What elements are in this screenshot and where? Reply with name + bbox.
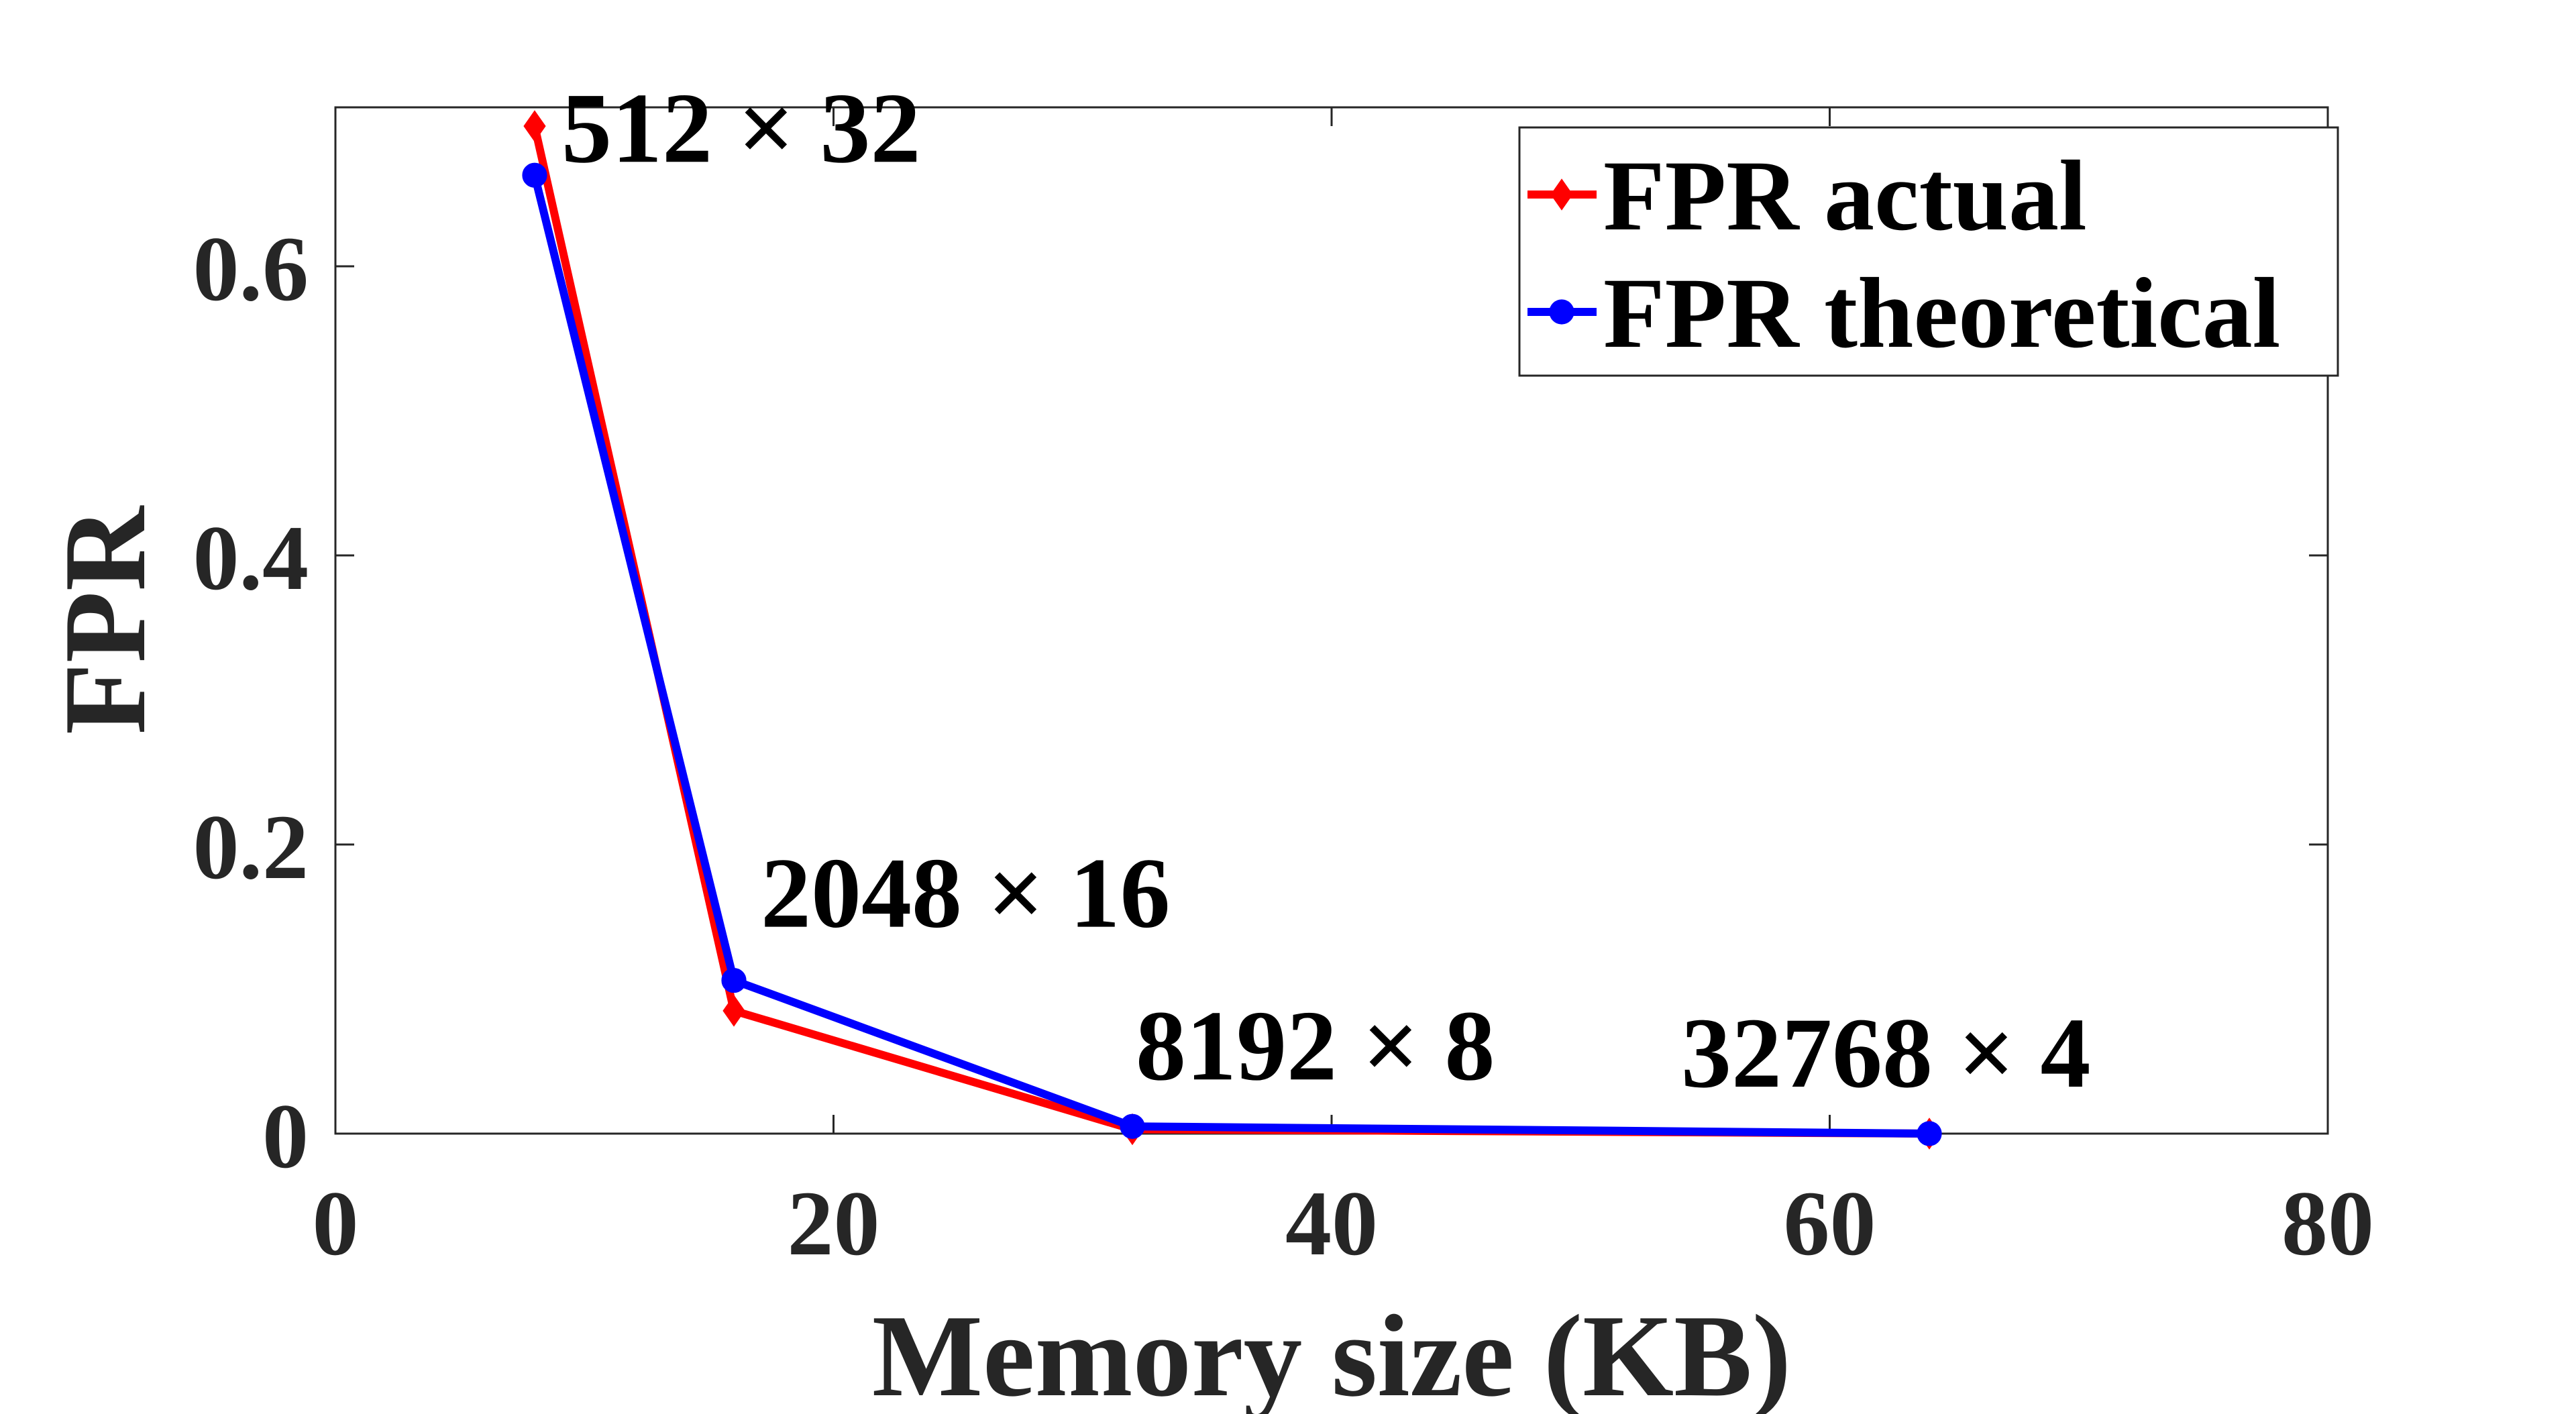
y-tick-label: 0 [262, 1085, 309, 1187]
legend-box [1518, 126, 2339, 377]
point-annotation: 512 × 32 [561, 72, 920, 184]
legend-entry: FPR actual [1527, 140, 2087, 252]
legend-label: FPR actual [1603, 140, 2087, 252]
x-tick-label: 20 [788, 1172, 880, 1274]
y-axis-title: FPR [40, 505, 170, 735]
point-annotation: 8192 × 8 [1136, 990, 1495, 1101]
data-point-circle [1917, 1121, 1942, 1146]
y-tick-label: 0.2 [193, 796, 309, 898]
x-tick-label: 0 [313, 1172, 359, 1274]
y-tick-label: 0.6 [193, 217, 309, 320]
x-tick-label: 80 [2282, 1172, 2374, 1274]
x-tick-label: 60 [1784, 1172, 1876, 1274]
series-line [531, 174, 1930, 1138]
point-annotation: 2048 × 16 [761, 838, 1170, 949]
data-point-circle [721, 967, 747, 993]
legend-entry: FPR theoretical [1527, 258, 2280, 369]
data-point-circle [1120, 1113, 1145, 1139]
data-point-circle [1549, 299, 1574, 325]
point-annotation: 32768 × 4 [1681, 997, 2090, 1109]
legend-label: FPR theoretical [1603, 258, 2280, 369]
x-tick-label: 40 [1285, 1172, 1378, 1274]
data-point-diamond [1550, 178, 1573, 211]
data-point-circle [522, 162, 547, 188]
data-point-diamond [523, 110, 546, 142]
data-point-diamond [722, 995, 745, 1027]
y-tick-label: 0.4 [193, 506, 309, 609]
series-fpr-theoretical [522, 162, 1942, 1146]
x-axis-title: Memory size (KB) [872, 1291, 1791, 1414]
